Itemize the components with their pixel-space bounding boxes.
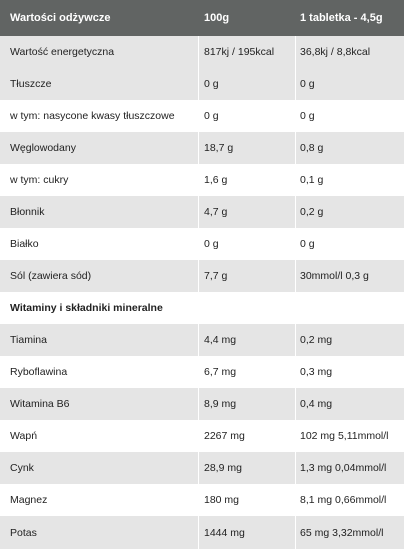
table-row: Tiamina 4,4 mg 0,2 mg: [0, 324, 404, 356]
row-per-tablet: 0,2 mg: [300, 334, 333, 346]
section-heading-row: Witaminy i składniki mineralne: [0, 292, 404, 324]
row-label: w tym: nasycone kwasy tłuszczowe: [10, 110, 175, 122]
row-label: Potas: [10, 526, 37, 539]
row-per-100g: 1,6 g: [204, 174, 228, 186]
table-row: Sól (zawiera sód) 7,7 g 30mmol/l 0,3 g: [0, 260, 404, 292]
table-row: Cynk 28,9 mg 1,3 mg 0,04mmol/l: [0, 452, 404, 484]
row-per-100g: 4,7 g: [204, 206, 228, 218]
row-per-tablet: 0 g: [300, 238, 315, 250]
row-per-100g: 18,7 g: [204, 142, 234, 154]
row-per-100g: 180 mg: [204, 494, 240, 506]
row-label: Białko: [10, 238, 39, 250]
row-per-tablet: 0,8 g: [300, 142, 324, 154]
table-row: Wapń 2267 mg 102 mg 5,11mmol/l: [0, 420, 404, 452]
table-row: w tym: nasycone kwasy tłuszczowe 0 g 0 g: [0, 100, 404, 132]
row-label: Cynk: [10, 462, 34, 474]
row-label: Ryboflawina: [10, 366, 68, 378]
row-per-tablet: 1,3 mg 0,04mmol/l: [300, 462, 387, 474]
row-per-tablet: 0 g: [300, 78, 315, 90]
row-label: Magnez: [10, 494, 48, 506]
row-per-tablet: 36,8kj / 8,8kcal: [300, 46, 371, 58]
row-label: w tym: cukry: [10, 174, 69, 186]
table-row: Magnez 180 mg 8,1 mg 0,66mmol/l: [0, 484, 404, 516]
row-per-tablet: 0,2 g: [300, 206, 324, 218]
table-header: Wartości odżywcze 100g 1 tabletka - 4,5g: [0, 0, 404, 36]
row-label: Węglowodany: [10, 142, 76, 154]
row-per-100g: 0 g: [204, 238, 219, 250]
row-label: Witamina B6: [10, 398, 70, 410]
row-per-100g: 28,9 mg: [204, 462, 242, 474]
table-row: Witamina B6 8,9 mg 0,4 mg: [0, 388, 404, 420]
header-per-tablet: 1 tabletka - 4,5g: [300, 12, 383, 24]
section-title: Witaminy i składniki mineralne: [10, 302, 163, 314]
header-nutrition-values: Wartości odżywcze: [10, 12, 111, 24]
header-per-100g: 100g: [204, 12, 230, 24]
row-per-tablet: 0,1 g: [300, 174, 324, 186]
row-per-100g: 817kj / 195kcal: [204, 46, 275, 58]
row-per-tablet: 102 mg 5,11mmol/l: [300, 430, 389, 442]
row-per-tablet: 30mmol/l 0,3 g: [300, 270, 369, 282]
row-per-tablet: 0,3 mg: [300, 366, 333, 378]
row-per-100g: 4,4 mg: [204, 334, 237, 346]
row-label: Błonnik: [10, 206, 45, 218]
table-row: Tłuszcze 0 g 0 g: [0, 68, 404, 100]
table-row: Białko 0 g 0 g: [0, 228, 404, 260]
row-per-100g: 1444 mg: [204, 526, 245, 539]
row-label: Tłuszcze: [10, 78, 52, 90]
row-per-tablet: 0,4 mg: [300, 398, 333, 410]
table-row: Błonnik 4,7 g 0,2 g: [0, 196, 404, 228]
row-per-tablet: 0 g: [300, 110, 315, 122]
row-label: Wartość energetyczna: [10, 46, 115, 58]
row-per-100g: 2267 mg: [204, 430, 245, 442]
row-per-tablet: 65 mg 3,32mmol/l: [300, 526, 384, 539]
row-label: Wapń: [10, 430, 38, 442]
row-per-100g: 6,7 mg: [204, 366, 237, 378]
row-per-tablet: 8,1 mg 0,66mmol/l: [300, 494, 387, 506]
row-per-100g: 8,9 mg: [204, 398, 237, 410]
row-per-100g: 7,7 g: [204, 270, 228, 282]
table-row: Wartość energetyczna 817kj / 195kcal 36,…: [0, 36, 404, 68]
row-per-100g: 0 g: [204, 78, 219, 90]
table-row: w tym: cukry 1,6 g 0,1 g: [0, 164, 404, 196]
row-per-100g: 0 g: [204, 110, 219, 122]
row-label: Sól (zawiera sód): [10, 270, 92, 282]
table-row: Węglowodany 18,7 g 0,8 g: [0, 132, 404, 164]
table-row: Ryboflawina 6,7 mg 0,3 mg: [0, 356, 404, 388]
table-row: Potas 1444 mg 65 mg 3,32mmol/l: [0, 516, 404, 549]
row-label: Tiamina: [10, 334, 47, 346]
